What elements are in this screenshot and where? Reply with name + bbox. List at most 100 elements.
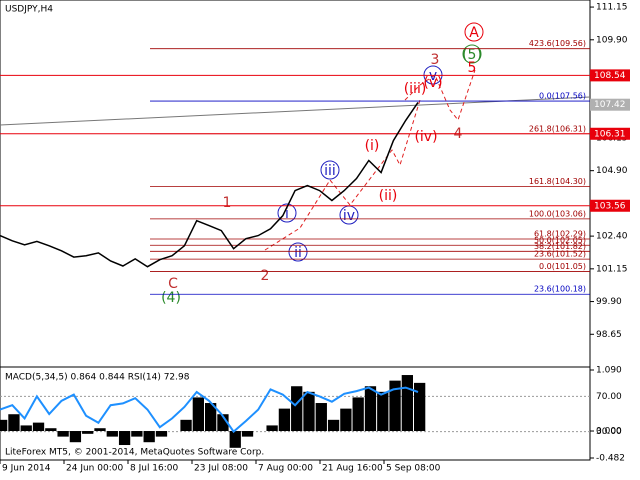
wave-label: C — [168, 276, 178, 292]
macd-bar — [8, 414, 20, 432]
macd-bar — [118, 431, 131, 446]
macd-bar — [131, 431, 143, 437]
level-label: 107.42 — [594, 100, 626, 110]
macd-bar — [180, 419, 192, 432]
macd-bar — [229, 431, 241, 448]
wave-label: ii — [294, 245, 302, 261]
macd-bar — [291, 386, 303, 432]
macd-bar — [143, 431, 155, 443]
fib-label: 23.6(101.52) — [534, 250, 586, 259]
x-tick-label: 5 Sep 08:00 — [386, 464, 441, 474]
fib-label: 0.0(107.56) — [539, 92, 586, 101]
y-tick-label: 109.90 — [596, 35, 628, 45]
y-tick-label: 101.15 — [596, 264, 628, 274]
macd-bar — [217, 414, 229, 432]
projection — [404, 69, 476, 122]
macd-bar — [155, 431, 168, 437]
wave-circle — [320, 160, 340, 180]
macd-bar — [57, 431, 69, 437]
fib-label: 38.2(101.82) — [534, 242, 586, 251]
macd-bar — [401, 375, 413, 432]
fib-label: 100.0(103.06) — [529, 209, 586, 218]
y-tick-label: 99.90 — [596, 297, 622, 307]
macd-bar — [364, 386, 377, 432]
macd-bar — [352, 397, 364, 432]
rsi-tick-label: 30.00 — [596, 427, 622, 437]
rsi-line — [0, 386, 419, 434]
macd-bar — [82, 431, 94, 434]
wave-label: (v) — [423, 75, 442, 91]
wave-label: 3 — [431, 52, 440, 68]
macd-bar — [241, 431, 254, 437]
wave-label: i — [285, 206, 289, 222]
wave-label: iv — [343, 208, 355, 224]
macd-bar — [32, 422, 45, 432]
rsi-tick-label: 70.00 — [596, 392, 622, 402]
wave-label: (iii) — [404, 81, 427, 97]
macd-bar — [20, 425, 32, 432]
fib-label: 261.8(106.31) — [529, 124, 586, 133]
fib-label: 0.0(101.05) — [539, 262, 586, 271]
level-label: 103.56 — [594, 201, 626, 211]
wave-label: (4) — [161, 290, 181, 306]
fib-label: 161.8(104.30) — [529, 177, 586, 186]
macd-bar — [327, 419, 340, 432]
x-tick-label: 23 Jul 08:00 — [194, 464, 248, 474]
wave-label: (i) — [365, 138, 380, 154]
wave-label: A — [469, 25, 479, 41]
level-box — [590, 69, 630, 82]
level-label: 108.54 — [594, 71, 626, 81]
x-tick-label: 8 Jul 16:00 — [130, 464, 179, 474]
macd-bar — [45, 428, 57, 432]
wave-label: (iv) — [414, 129, 437, 145]
wave-circle — [277, 203, 297, 223]
y-tick-label: 104.90 — [596, 166, 628, 176]
indicator-label: MACD(5,34,5) 0.864 0.844 RSI(14) 72.98 — [5, 373, 190, 383]
wave-label: (5) — [462, 47, 482, 63]
y-tick-label: 102.40 — [596, 232, 628, 242]
price-line — [0, 101, 419, 268]
wave-label: 5 — [468, 60, 477, 76]
wave-label: iii — [324, 163, 336, 179]
fib-label: 23.6(100.18) — [534, 285, 586, 294]
copyright: LiteForex MT5, © 2001-2014, MetaQuotes S… — [5, 448, 264, 458]
x-tick-label: 9 Jun 2014 — [2, 464, 51, 474]
fib-label: 423.6(109.56) — [529, 39, 586, 48]
macd-bar — [106, 431, 118, 437]
x-tick-label: 21 Aug 16:00 — [322, 464, 383, 474]
wave-label: (ii) — [379, 188, 398, 204]
sub-tick-label: 1.090 — [596, 366, 622, 376]
frame — [0, 0, 591, 461]
macd-bar — [266, 425, 278, 432]
level-box — [590, 127, 630, 140]
macd-bar — [414, 382, 426, 432]
macd-bar — [377, 391, 389, 432]
level-label: 106.31 — [594, 129, 626, 139]
symbol-title: USDJPY,H4 — [5, 5, 53, 15]
fib-label: 61.8(102.29) — [534, 229, 586, 238]
trendline — [0, 96, 591, 126]
wave-label: 1 — [223, 195, 232, 211]
level-box — [590, 98, 630, 111]
macd-bar — [0, 419, 8, 432]
y-tick-label: 98.65 — [596, 330, 622, 340]
wave-circle — [288, 242, 308, 262]
y-tick-label: 111.15 — [596, 3, 628, 13]
wave-guide — [264, 99, 421, 251]
wave-label: 2 — [261, 268, 270, 284]
macd-bar — [192, 397, 204, 432]
macd-bar — [278, 408, 291, 432]
wave-label: v — [429, 68, 437, 84]
sub-tick-label: 0.000 — [596, 427, 622, 437]
macd-bar — [389, 380, 401, 432]
x-tick-label: 7 Aug 00:00 — [258, 464, 313, 474]
fib-label: 50.0(102.05) — [534, 236, 586, 245]
macd-bar — [94, 428, 106, 432]
sub-tick-label: -0.482 — [596, 454, 625, 464]
macd-bar — [315, 403, 327, 432]
level-box — [590, 199, 630, 212]
macd-bar — [340, 408, 352, 432]
macd-bar — [303, 391, 315, 432]
wave-circle — [464, 22, 484, 42]
